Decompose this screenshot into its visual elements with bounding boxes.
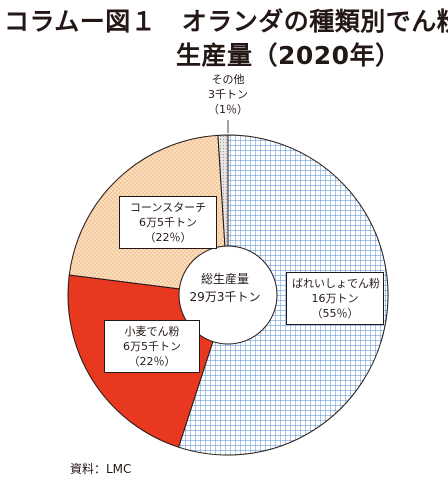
- data-label-corn: コーンスターチ 6万5千トン （22％）: [119, 196, 217, 249]
- source-note: 資料：LMC: [70, 462, 132, 476]
- data-label-other: その他 3千トン （1％）: [196, 72, 260, 117]
- slice-name: コーンスターチ: [129, 201, 207, 214]
- slice-percent: （22％）: [128, 355, 176, 368]
- slice-amount: 6万5千トン: [123, 340, 181, 353]
- center-total-value: 29万3千トン: [189, 290, 261, 304]
- slice-amount: 6万5千トン: [139, 216, 197, 229]
- slice-name: その他: [211, 73, 245, 86]
- chart-title-line2: 生産量（2020年）: [176, 41, 401, 70]
- slice-name: ばれいしょでん粉: [292, 277, 380, 290]
- data-label-potato: ばれいしょでん粉 16万トン （55％）: [286, 272, 384, 325]
- data-label-wheat: 小麦でん粉 6万5千トン （22％）: [104, 320, 200, 373]
- slice-percent: （22％）: [144, 231, 192, 244]
- center-hole: [178, 245, 278, 345]
- center-total: 総生産量 29万3千トン: [184, 270, 266, 306]
- slice-name: 小麦でん粉: [124, 325, 180, 338]
- slice-amount: 16万トン: [311, 292, 359, 305]
- chart-title-line1: コラムー図１ オランダの種類別でん粉: [4, 7, 448, 36]
- slice-amount: 3千トン: [208, 88, 248, 101]
- center-total-label: 総生産量: [200, 272, 249, 286]
- slice-percent: （1％）: [208, 103, 248, 116]
- pie-slice-potato: [177, 134, 389, 456]
- slice-percent: （55％）: [311, 307, 359, 320]
